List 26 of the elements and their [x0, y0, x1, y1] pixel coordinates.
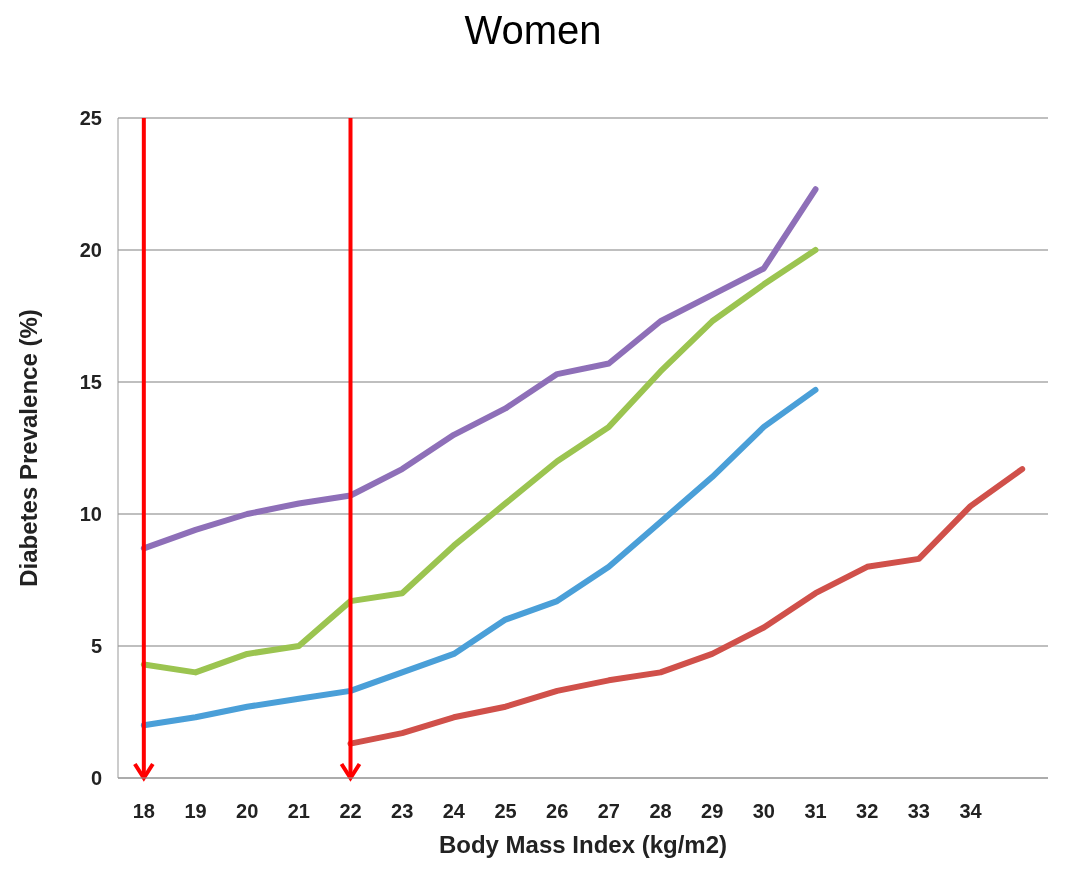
y-tick-label: 25	[79, 107, 102, 130]
x-tick-label: 30	[752, 800, 775, 823]
y-tick-label: 20	[79, 239, 102, 262]
x-tick-label: 25	[494, 800, 517, 823]
y-axis-title: Diabetes Prevalence (%)	[14, 309, 42, 587]
x-tick-label: 20	[236, 800, 259, 823]
x-tick-label: 23	[391, 800, 414, 823]
x-tick-label: 27	[597, 800, 620, 823]
y-tick-label: 10	[79, 503, 102, 526]
x-tick-label: 33	[907, 800, 930, 823]
x-tick-label: 28	[649, 800, 672, 823]
x-tick-label: 32	[856, 800, 879, 823]
x-tick-label: 24	[442, 800, 466, 823]
chart-title: Women	[463, 8, 603, 54]
x-tick-label: 19	[184, 800, 207, 823]
x-tick-label: 18	[132, 800, 155, 823]
x-tick-label: 22	[339, 800, 362, 823]
x-axis-title: Body Mass Index (kg/m2)	[438, 831, 728, 858]
x-tick-label: 26	[546, 800, 569, 823]
y-tick-label: 5	[90, 635, 102, 658]
y-tick-label: 0	[90, 767, 102, 790]
y-tick-label: 15	[79, 371, 102, 394]
x-tick-label: 34	[959, 800, 983, 823]
x-tick-label: 31	[804, 800, 827, 823]
x-tick-label: 29	[701, 800, 724, 823]
x-tick-label: 21	[287, 800, 310, 823]
